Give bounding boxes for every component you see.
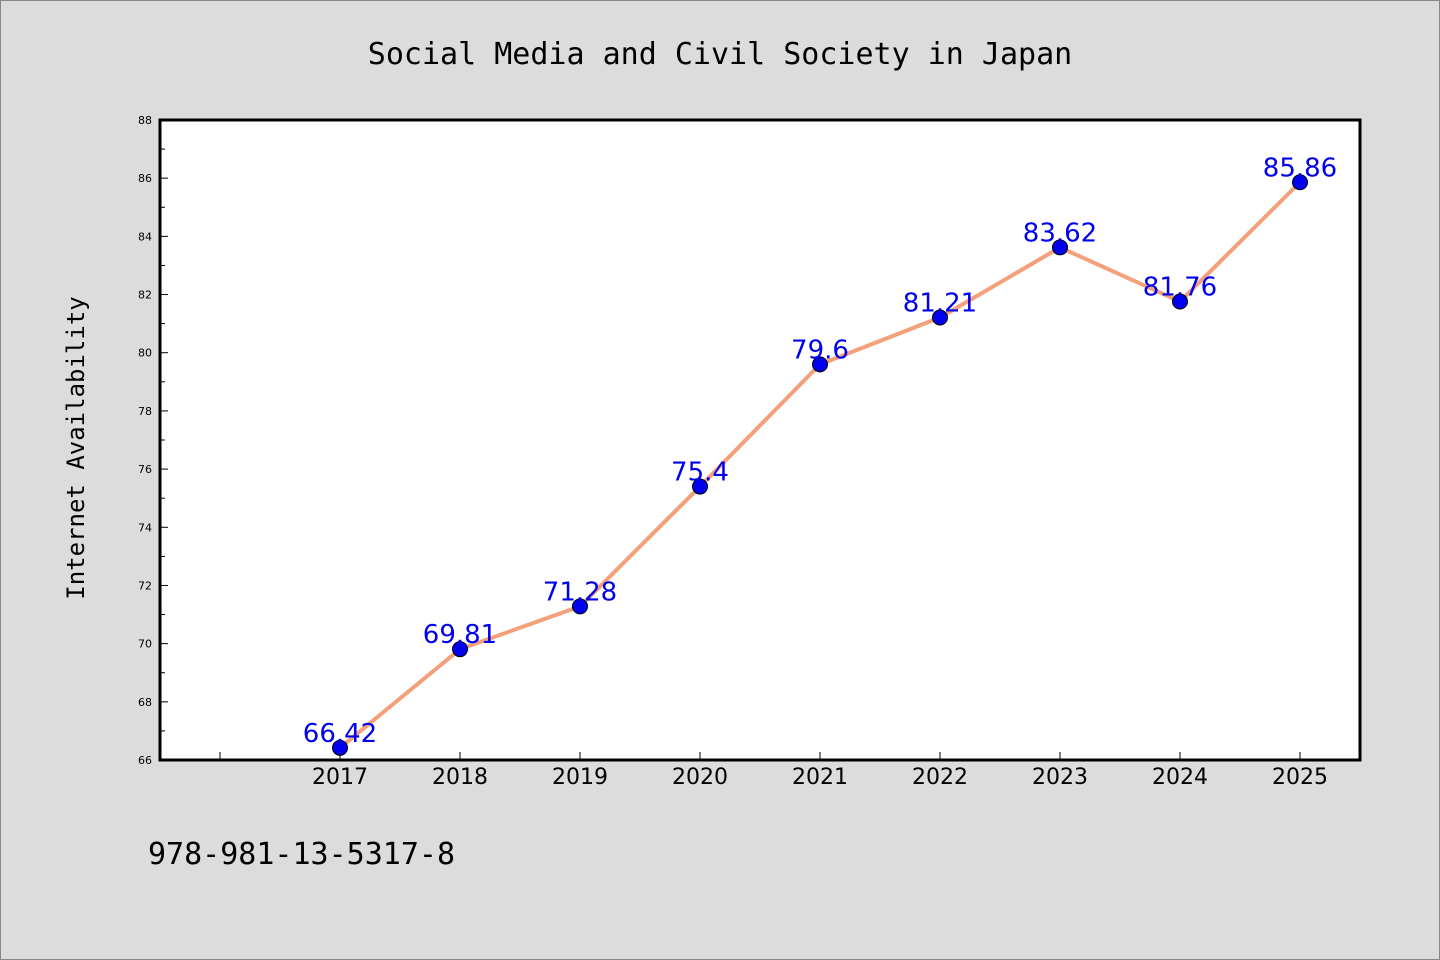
data-point (1052, 239, 1068, 256)
plot-frame (158, 118, 1362, 762)
data-point (1292, 174, 1308, 191)
data-label: 85.86 (1263, 153, 1337, 183)
y-tick-label: 82 (138, 289, 152, 302)
y-axis-label: Internet Availability (62, 296, 90, 599)
plot-area (160, 120, 1360, 760)
x-tick-label: 2025 (1272, 765, 1328, 790)
y-tick-label: 68 (138, 696, 152, 709)
data-label: 75.4 (671, 458, 729, 488)
data-point (812, 356, 828, 373)
x-tick-label: 2023 (1032, 765, 1088, 790)
y-tick-label: 76 (138, 463, 152, 476)
x-tick-label: 2024 (1152, 765, 1208, 790)
y-tick-label: 72 (138, 579, 152, 592)
data-labels-layer: 66.42 69.81 71.28 75.4 79.6 81.21 83.62 81.76 85… (303, 153, 1337, 749)
y-tick-label: 74 (138, 521, 152, 534)
y-tick-label: 66 (138, 754, 152, 767)
x-tick-label: 2018 (432, 765, 488, 790)
y-tick-label: 88 (138, 114, 152, 127)
x-tick-label: 2019 (552, 765, 608, 790)
data-point (692, 478, 708, 495)
y-tick-label: 84 (138, 230, 152, 243)
x-tick-label: 2021 (792, 765, 848, 790)
data-label: 83.62 (1023, 218, 1097, 248)
data-point (452, 641, 468, 658)
data-label: 71.28 (543, 577, 617, 607)
x-tick-label: 2017 (312, 765, 368, 790)
x-tick-label: 2022 (912, 765, 968, 790)
data-point (332, 739, 348, 756)
x-axis: 2017 2018 2019 2020 2021 2022 2023 2024 2025 (219, 752, 1328, 790)
series-layer (332, 174, 1308, 756)
data-label: 81.21 (903, 289, 977, 319)
data-point (1172, 293, 1188, 310)
chart-title: Social Media and Civil Society in Japan (368, 37, 1072, 72)
data-point (932, 309, 948, 326)
data-label: 69.81 (423, 620, 497, 650)
x-tick-label: 2020 (672, 765, 728, 790)
footer-isbn: 978-981-13-5317-8 (148, 837, 455, 872)
y-tick-label: 78 (138, 405, 152, 418)
data-label: 79.6 (791, 335, 849, 365)
data-label: 66.42 (303, 719, 377, 749)
y-tick-label: 80 (138, 347, 152, 360)
data-label: 81.76 (1143, 273, 1217, 303)
y-tick-label: 86 (138, 172, 152, 185)
data-point (572, 598, 588, 615)
y-tick-label: 70 (138, 638, 152, 651)
